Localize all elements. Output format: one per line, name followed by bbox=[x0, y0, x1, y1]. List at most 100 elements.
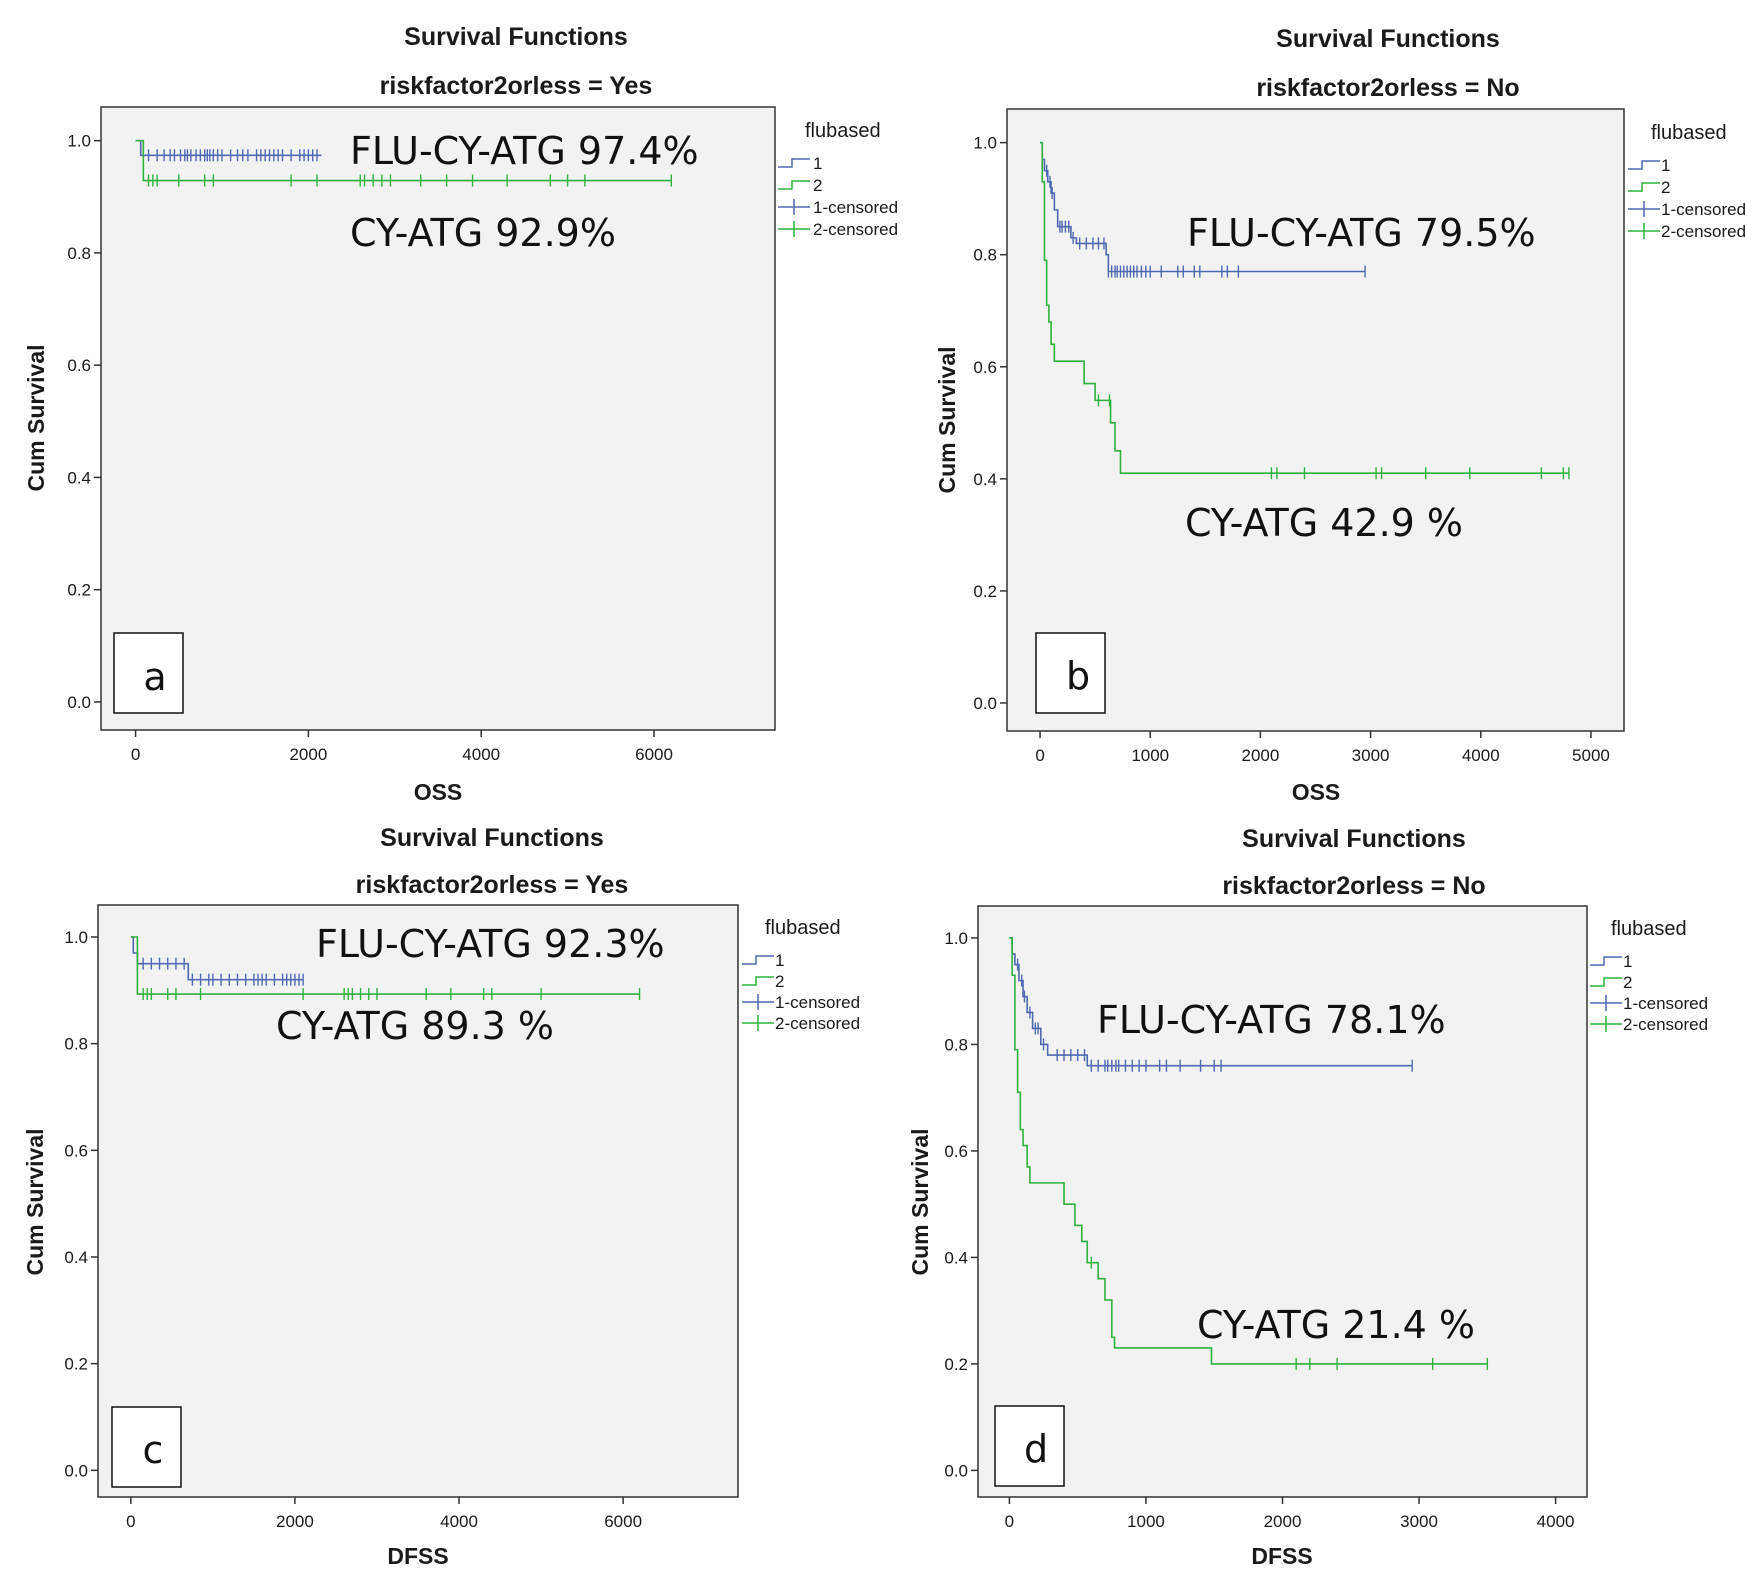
legend: flubased 1 2 1-censored 2-censored bbox=[1590, 918, 1708, 1034]
x-tick-label: 4000 bbox=[462, 745, 500, 764]
chart-subtitle: riskfactor2orless = Yes bbox=[356, 871, 629, 899]
legend-label-1: 1 bbox=[775, 951, 784, 970]
series-layer bbox=[135, 139, 673, 187]
km-curve-group-2 bbox=[1040, 141, 1569, 475]
x-axis: 0 2000 4000 6000 bbox=[131, 730, 673, 764]
annotation-cy-atg: CY-ATG 21.4 % bbox=[1197, 1303, 1475, 1347]
x-tick-label: 1000 bbox=[1131, 746, 1169, 765]
y-axis-title: Cum Survival bbox=[934, 347, 960, 494]
x-tick-label: 4000 bbox=[1462, 746, 1500, 765]
km-curve-group-2 bbox=[135, 139, 672, 182]
chart-subtitle: riskfactor2orless = Yes bbox=[380, 72, 653, 100]
x-tick-label: 0 bbox=[131, 745, 140, 764]
y-tick-label: 0.4 bbox=[973, 470, 997, 489]
x-tick-label: 6000 bbox=[635, 745, 673, 764]
annotation-cy-atg: CY-ATG 89.3 % bbox=[276, 1004, 554, 1048]
panel-letter-box bbox=[113, 632, 184, 714]
y-tick-label: 0.8 bbox=[944, 1035, 968, 1054]
y-tick-label: 0.6 bbox=[944, 1142, 968, 1161]
legend-label-1: 1 bbox=[1623, 952, 1632, 971]
km-curve-group-2 bbox=[1009, 937, 1488, 1365]
legend: flubased 1 2 1-censored 2-censored bbox=[778, 120, 898, 239]
legend-censor-icon-2 bbox=[1628, 223, 1660, 239]
legend-title: flubased bbox=[805, 120, 881, 142]
km-curve-group-2 bbox=[130, 936, 640, 995]
panel-b: Survival Functions riskfactor2orless = N… bbox=[934, 25, 1745, 805]
legend: flubased 1 2 1-censored 2-censored bbox=[1628, 122, 1745, 241]
y-axis: 0.0 0.2 0.4 0.6 0.8 1.0 bbox=[973, 134, 1007, 713]
legend-censor-icon-2 bbox=[778, 221, 810, 237]
chart-title: Survival Functions bbox=[380, 824, 604, 852]
legend-label-2: 2 bbox=[813, 176, 822, 195]
chart-title: Survival Functions bbox=[1276, 25, 1500, 53]
y-axis-title: Cum Survival bbox=[907, 1129, 933, 1276]
legend-censor-icon-1 bbox=[1590, 995, 1622, 1011]
y-tick-label: 0.6 bbox=[64, 1141, 88, 1160]
panel-letter-box bbox=[1035, 632, 1106, 714]
km-curve-group-1 bbox=[1009, 937, 1413, 1067]
panel-letter: d bbox=[1024, 1427, 1048, 1471]
y-tick-label: 0.0 bbox=[64, 1461, 88, 1480]
legend-step-icon-1 bbox=[1628, 160, 1660, 170]
x-tick-label: 0 bbox=[1005, 1512, 1014, 1531]
legend-label-2-censored: 2-censored bbox=[1661, 222, 1745, 241]
panel-c: Survival Functions riskfactor2orless = Y… bbox=[22, 824, 860, 1569]
panel-d: Survival Functions riskfactor2orless = N… bbox=[907, 825, 1708, 1569]
panel-letter: b bbox=[1066, 654, 1090, 698]
legend-label-1-censored: 1-censored bbox=[813, 198, 898, 217]
y-tick-label: 1.0 bbox=[67, 132, 91, 151]
x-axis: 0 2000 4000 6000 bbox=[126, 1497, 642, 1531]
legend-step-icon-1 bbox=[742, 955, 774, 965]
legend-label-2-censored: 2-censored bbox=[775, 1014, 860, 1033]
plot-area bbox=[97, 904, 739, 1498]
legend-label-1-censored: 1-censored bbox=[775, 993, 860, 1012]
y-tick-label: 0.2 bbox=[64, 1355, 88, 1374]
y-tick-label: 0.4 bbox=[944, 1248, 968, 1267]
plot-area bbox=[977, 905, 1588, 1498]
y-tick-label: 0.2 bbox=[67, 581, 91, 600]
y-tick-label: 1.0 bbox=[973, 134, 997, 153]
legend-title: flubased bbox=[1651, 122, 1727, 144]
y-tick-label: 0.4 bbox=[67, 468, 91, 487]
y-axis: 0.0 0.2 0.4 0.6 0.8 1.0 bbox=[64, 928, 98, 1480]
panel-letter: a bbox=[143, 655, 166, 699]
legend-step-icon-2 bbox=[742, 976, 774, 986]
km-curve-group-1 bbox=[1040, 141, 1366, 273]
y-axis: 0.0 0.2 0.4 0.6 0.8 1.0 bbox=[944, 929, 978, 1480]
legend-label-2-censored: 2-censored bbox=[1623, 1015, 1708, 1034]
x-tick-label: 2000 bbox=[1241, 746, 1279, 765]
y-tick-label: 0.8 bbox=[973, 246, 997, 265]
legend-step-icon-2 bbox=[1628, 182, 1660, 192]
x-tick-label: 3000 bbox=[1400, 1512, 1438, 1531]
legend-title: flubased bbox=[765, 917, 841, 939]
annotation-flu-cy-atg: FLU-CY-ATG 92.3% bbox=[316, 922, 665, 966]
x-tick-label: 6000 bbox=[604, 1512, 642, 1531]
legend-censor-icon-1 bbox=[1628, 201, 1660, 217]
x-tick-label: 1000 bbox=[1127, 1512, 1165, 1531]
x-axis-title: OSS bbox=[414, 779, 463, 805]
panel-letter: c bbox=[143, 1428, 164, 1472]
legend-step-icon-1 bbox=[1590, 956, 1622, 966]
x-axis: 0 1000 2000 3000 4000 5000 bbox=[1035, 731, 1610, 765]
chart-subtitle: riskfactor2orless = No bbox=[1256, 74, 1519, 102]
plot-area bbox=[100, 106, 776, 731]
annotation-cy-atg: CY-ATG 92.9% bbox=[350, 211, 616, 255]
x-axis: 0 1000 2000 3000 4000 bbox=[1005, 1497, 1575, 1531]
series-layer bbox=[1009, 937, 1489, 1370]
y-tick-label: 0.0 bbox=[944, 1461, 968, 1480]
y-tick-label: 0.6 bbox=[973, 358, 997, 377]
y-axis-title: Cum Survival bbox=[23, 345, 49, 492]
legend-label-2-censored: 2-censored bbox=[813, 220, 898, 239]
series-layer bbox=[130, 936, 641, 1001]
y-tick-label: 1.0 bbox=[64, 928, 88, 947]
y-tick-label: 0.0 bbox=[67, 693, 91, 712]
y-tick-label: 0.2 bbox=[973, 582, 997, 601]
annotation-flu-cy-atg: FLU-CY-ATG 78.1% bbox=[1097, 998, 1446, 1042]
y-axis: 0.0 0.2 0.4 0.6 0.8 1.0 bbox=[67, 132, 101, 712]
annotation-cy-atg: CY-ATG 42.9 % bbox=[1185, 501, 1463, 545]
legend-censor-icon-2 bbox=[1590, 1016, 1622, 1032]
x-tick-label: 3000 bbox=[1352, 746, 1390, 765]
x-tick-label: 4000 bbox=[440, 1512, 478, 1531]
legend-step-icon-1 bbox=[778, 158, 810, 168]
